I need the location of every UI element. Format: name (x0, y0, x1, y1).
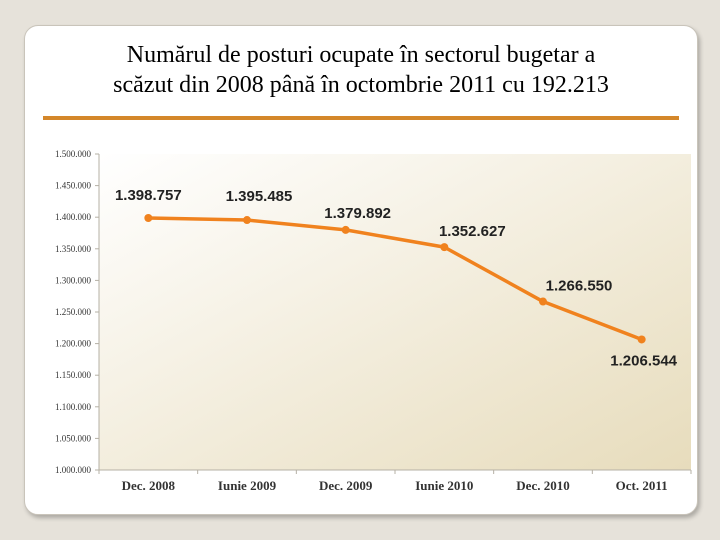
data-point (440, 243, 449, 252)
x-tick-label: Dec. 2010 (516, 478, 569, 493)
series-posturi-ocupate: 1.398.757 1.395.485 1.379.892 1.352.627 1.26… (115, 187, 678, 369)
slide: Numărul de posturi ocupate în sectorul b… (24, 25, 698, 515)
data-label: 1.206.544 (610, 352, 677, 369)
data-label: 1.352.627 (439, 223, 506, 240)
y-tick-label: 1.100.000 (55, 402, 92, 412)
data-point (539, 297, 547, 306)
y-tick-label: 1.400.000 (55, 212, 92, 222)
x-tick-label: Oct. 2011 (616, 478, 668, 493)
series-line (148, 216, 643, 342)
y-tick-label: 1.250.000 (55, 307, 92, 317)
y-tick-label: 1.200.000 (55, 339, 92, 349)
data-label: 1.266.550 (546, 278, 613, 295)
slide-title-line-2: scăzut din 2008 până în octombrie 2011 c… (113, 72, 609, 98)
data-point (637, 335, 646, 344)
y-tick-label: 1.000.000 (55, 465, 92, 475)
y-tick-label: 1.450.000 (55, 181, 92, 191)
y-axis: 1.000.000 1.050.000 1.100.000 1.150.000 1.20… (55, 149, 100, 475)
data-point (243, 216, 251, 225)
title-underline-rule (43, 116, 679, 120)
data-label: 1.395.485 (226, 188, 293, 205)
y-tick-label: 1.050.000 (55, 433, 92, 443)
y-tick-label: 1.150.000 (55, 370, 92, 380)
slide-title: Numărul de posturi ocupate în sectorul b… (25, 40, 697, 100)
y-tick-label: 1.350.000 (55, 244, 92, 254)
y-tick-label: 1.500.000 (55, 149, 92, 159)
data-label: 1.379.892 (324, 205, 391, 222)
x-axis: Dec. 2008 Iunie 2009 Dec. 2009 Iunie 2010 De… (98, 469, 692, 493)
line-chart: 1.000.000 1.050.000 1.100.000 1.150.000 1.20… (55, 149, 692, 493)
slide-title-line-1: Numărul de posturi ocupate în sectorul b… (126, 42, 596, 68)
x-tick-label: Dec. 2008 (122, 478, 176, 493)
y-tick-label: 1.300.000 (55, 275, 92, 285)
data-label: 1.398.757 (115, 187, 182, 204)
x-tick-label: Iunie 2010 (415, 478, 473, 493)
plot-area (99, 154, 691, 470)
data-point (341, 225, 350, 234)
x-tick-label: Iunie 2009 (218, 478, 277, 493)
x-tick-label: Dec. 2009 (319, 478, 373, 493)
data-point (144, 213, 153, 222)
